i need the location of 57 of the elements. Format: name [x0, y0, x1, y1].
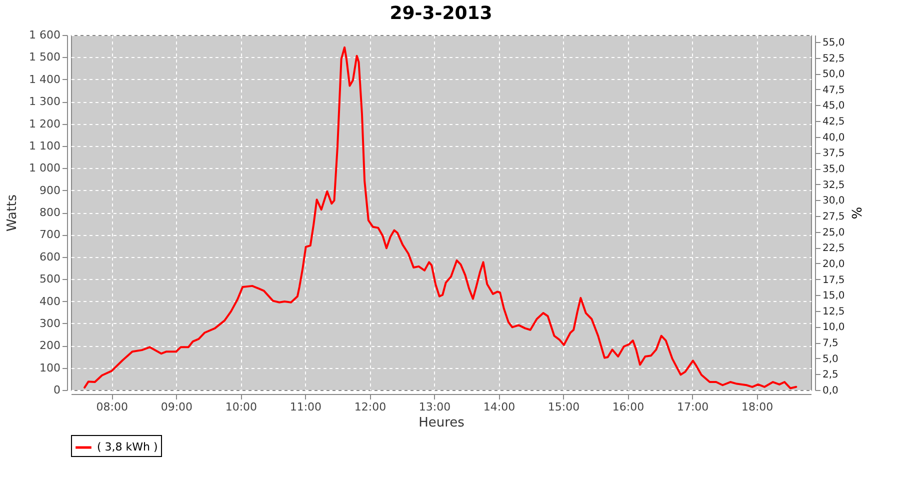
line-series	[84, 46, 798, 390]
y-tick-label: 200	[40, 339, 60, 352]
y-tick-label: 100	[40, 361, 60, 374]
x-tick-label: 10:00	[225, 400, 258, 414]
y2-tick-label: 17,5	[822, 274, 845, 286]
x-tick-label: 11:00	[290, 400, 322, 414]
y2-tick-label: 35,0	[822, 164, 845, 176]
y2-tick-label: 22,5	[822, 243, 845, 254]
x-tick-label: 08:00	[96, 400, 128, 414]
x-tick-label: 14:00	[483, 400, 516, 414]
y-tick-label: 500	[40, 272, 60, 286]
y-tick-label: 1 000	[29, 162, 60, 175]
y2-tick-label: 50,0	[822, 69, 845, 80]
y2-tick-label: 47,5	[822, 84, 845, 96]
y2-tick-label: 7,5	[822, 338, 838, 350]
y2-tick-label: 45,0	[822, 100, 845, 112]
y-tick-label: 900	[40, 184, 60, 197]
x-tick-label: 16:00	[612, 400, 644, 414]
y2-tick-label: 25,0	[822, 227, 845, 238]
chart-title: 29-3-2013	[390, 3, 492, 24]
y-tick-label: 600	[40, 250, 60, 264]
y2-tick-label: 30,0	[822, 196, 845, 207]
x-tick-label: 12:00	[354, 400, 386, 414]
y2-tick-label: 0,0	[822, 386, 838, 396]
y2-tick-label: 32,5	[822, 180, 845, 191]
y2-tick-label: 5,0	[822, 354, 838, 365]
y2-tick-label: 40,0	[822, 132, 845, 144]
y2-tick-label: 2,5	[822, 370, 838, 381]
y-tick-label: 0	[54, 384, 60, 396]
y-tick-label: 1 300	[29, 95, 60, 108]
y2-tick-label: 12,5	[822, 306, 845, 318]
y2-tick-label: 20,0	[822, 258, 845, 270]
y2-tick-label: 52,5	[822, 53, 845, 64]
x-tick-label: 13:00	[418, 400, 451, 414]
x-tick-label: 18:00	[741, 400, 774, 414]
y-tick-label: 700	[40, 228, 60, 242]
y2-tick-label: 15,0	[822, 290, 845, 302]
legend-label: ( 3,8 kWh )	[97, 440, 158, 454]
y-tick-label: 1 500	[29, 50, 60, 64]
y2-tick-label: 42,5	[822, 116, 845, 128]
y-tick-label: 800	[40, 206, 60, 219]
y2-axis-title: %	[848, 206, 863, 220]
x-tick-label: 17:00	[676, 400, 709, 414]
y-tick-label: 300	[40, 316, 60, 330]
y-tick-label: 1 600	[29, 28, 60, 42]
y2-tick-label: 37,5	[822, 148, 845, 160]
y-tick-label: 1 100	[29, 139, 60, 152]
x-axis-title: Heures	[418, 416, 465, 430]
y-tick-label: 1 400	[29, 72, 60, 86]
y2-tick-label: 10,0	[822, 322, 845, 334]
y-axis-title: Watts	[5, 194, 20, 232]
y-tick-label: 400	[40, 294, 60, 308]
x-tick-label: 15:00	[548, 400, 580, 414]
y2-tick-label: 55,0	[822, 37, 845, 48]
x-tick-label: 09:00	[160, 400, 193, 414]
y-tick-label: 1 200	[29, 117, 60, 130]
y2-tick-label: 27,5	[822, 211, 845, 222]
